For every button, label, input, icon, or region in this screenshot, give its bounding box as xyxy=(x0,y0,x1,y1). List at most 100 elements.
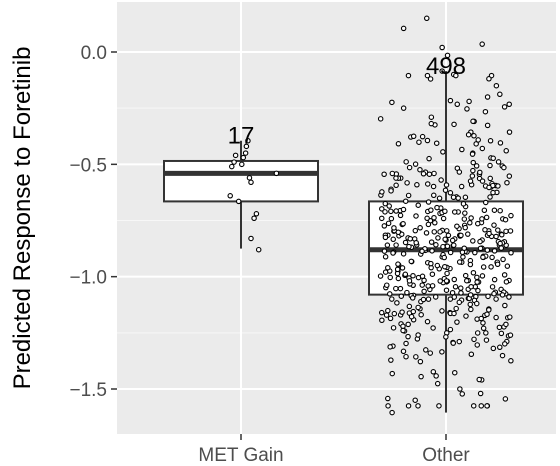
data-point xyxy=(433,140,440,146)
data-point xyxy=(424,318,431,325)
data-point xyxy=(487,138,494,144)
data-point xyxy=(507,228,514,234)
data-point xyxy=(447,326,454,333)
data-point xyxy=(506,101,512,107)
data-point xyxy=(503,321,509,328)
data-point xyxy=(395,229,402,236)
data-point xyxy=(471,336,477,343)
data-point xyxy=(419,248,425,255)
data-point xyxy=(416,139,422,145)
data-point xyxy=(495,183,501,189)
data-point xyxy=(400,220,406,227)
data-point xyxy=(434,380,441,387)
data-point xyxy=(391,310,398,317)
data-point xyxy=(397,285,404,292)
data-point xyxy=(409,295,416,301)
data-point xyxy=(451,209,458,215)
data-point xyxy=(239,161,245,168)
count-label: 498 xyxy=(426,53,466,80)
data-point xyxy=(452,284,459,290)
data-point xyxy=(253,211,260,217)
data-point xyxy=(442,208,448,215)
data-point xyxy=(442,236,448,243)
data-point xyxy=(431,170,437,177)
data-point xyxy=(415,332,421,338)
data-point xyxy=(418,373,424,380)
data-point xyxy=(484,311,490,318)
data-point xyxy=(477,390,484,397)
data-point xyxy=(468,306,474,313)
data-point xyxy=(498,245,505,251)
data-point xyxy=(442,263,448,270)
data-point xyxy=(493,82,500,89)
data-point xyxy=(232,152,239,159)
data-point xyxy=(393,175,399,181)
data-point xyxy=(494,261,501,268)
data-point xyxy=(424,181,431,187)
data-point xyxy=(395,275,402,282)
data-point xyxy=(429,248,435,254)
data-point xyxy=(393,182,399,189)
data-point xyxy=(469,151,476,157)
data-point xyxy=(406,243,412,250)
data-point xyxy=(405,72,412,79)
data-point xyxy=(402,271,409,278)
data-point xyxy=(482,108,489,115)
data-point xyxy=(434,262,441,269)
data-point xyxy=(425,221,432,228)
data-point xyxy=(450,340,457,346)
data-point xyxy=(430,183,437,190)
data-point xyxy=(496,324,503,331)
data-point xyxy=(394,266,401,273)
data-point xyxy=(474,330,481,336)
data-point xyxy=(413,354,419,360)
data-point xyxy=(447,190,454,196)
data-point xyxy=(421,288,427,295)
y-tick-label: 0.0 xyxy=(81,43,107,64)
count-label: 17 xyxy=(228,123,255,150)
data-point xyxy=(385,395,391,402)
data-point xyxy=(503,228,509,235)
data-point xyxy=(491,207,498,213)
data-point xyxy=(458,290,464,296)
data-point xyxy=(227,193,233,199)
data-point xyxy=(242,150,249,156)
data-point xyxy=(417,166,423,173)
data-point xyxy=(460,201,467,207)
data-point xyxy=(447,296,454,302)
data-point xyxy=(435,235,441,241)
box-iqr xyxy=(163,159,319,203)
data-point xyxy=(405,403,412,409)
data-point xyxy=(405,321,411,328)
data-point xyxy=(424,137,431,144)
data-point xyxy=(468,215,474,221)
data-point xyxy=(412,397,418,403)
data-point xyxy=(483,337,490,343)
data-point xyxy=(507,314,513,320)
data-point xyxy=(499,292,506,298)
data-point xyxy=(410,308,417,315)
data-point xyxy=(480,320,486,326)
data-point xyxy=(387,315,394,322)
data-point xyxy=(430,369,437,375)
data-point xyxy=(490,155,496,162)
data-point xyxy=(377,273,384,279)
data-point xyxy=(479,145,486,152)
data-point xyxy=(441,254,448,261)
data-point xyxy=(445,232,452,239)
data-point xyxy=(403,353,409,360)
data-point xyxy=(428,120,435,127)
data-point xyxy=(437,229,443,235)
data-point xyxy=(418,311,424,318)
data-point xyxy=(389,99,395,106)
data-point xyxy=(504,263,511,269)
data-point xyxy=(493,233,499,240)
data-point xyxy=(467,220,473,226)
data-point xyxy=(424,72,431,79)
data-point xyxy=(406,164,413,171)
data-point xyxy=(503,279,510,285)
data-point xyxy=(444,228,450,234)
x-axis: MET Gain Other xyxy=(198,434,470,466)
data-point xyxy=(444,52,451,59)
data-point xyxy=(508,358,514,364)
